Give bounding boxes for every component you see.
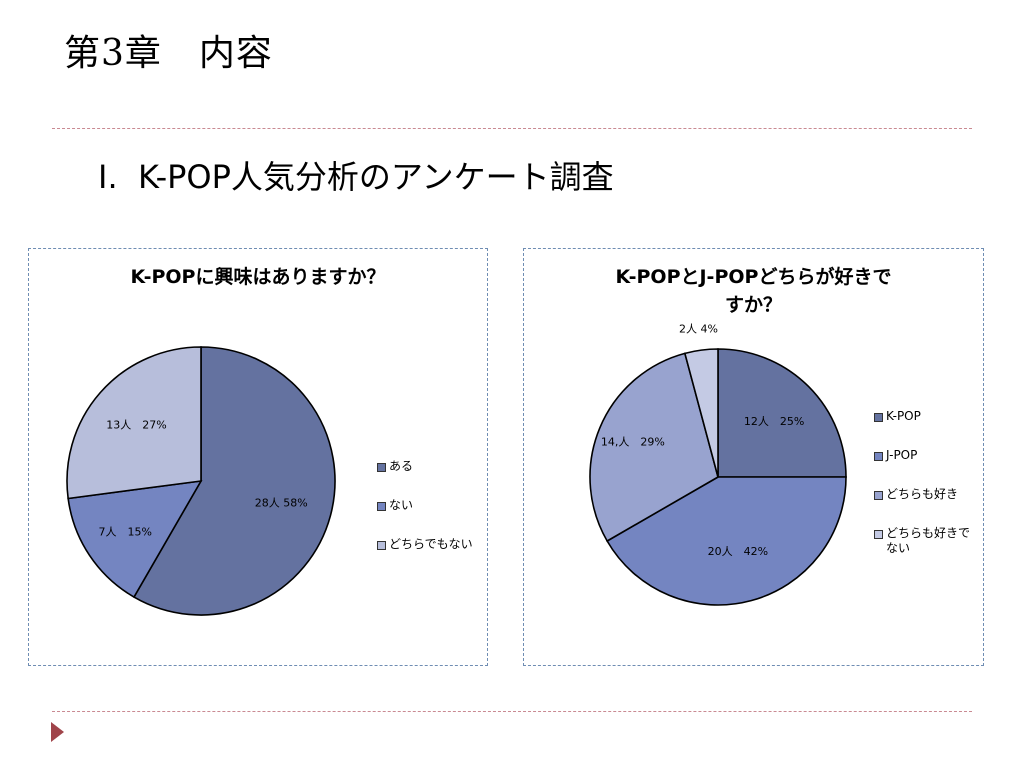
- pie-slice-label: 12人 25%: [744, 415, 804, 428]
- legend-item-both: どちらも好き: [874, 487, 970, 502]
- slide-title: 第3章 内容: [64, 33, 273, 74]
- pie-slice: [66, 346, 202, 500]
- next-slide-arrow-icon[interactable]: [51, 722, 64, 742]
- legend-item-aru: ある: [377, 459, 473, 474]
- legend-label: ある: [389, 459, 414, 473]
- legend-swatch: [874, 530, 883, 539]
- legend: ある ない どちらでもない: [377, 459, 473, 576]
- legend-label: ない: [389, 498, 414, 512]
- pie-slice-label: 28人 58%: [255, 497, 308, 510]
- legend-item-jpop: J-POP: [874, 448, 970, 463]
- pie-slice: [717, 348, 847, 478]
- pie-slice: [67, 479, 203, 599]
- pie-slice-label: 14,人 29%: [601, 436, 665, 449]
- legend-swatch: [377, 541, 386, 550]
- pie-slice: [132, 346, 336, 616]
- chart-preference: K-POPとJ-POPどちらが好きで すか？ 12人 25% 20人 42% 14,…: [523, 248, 984, 666]
- chart-title-line-2: すか？: [724, 294, 782, 316]
- legend-swatch: [874, 491, 883, 500]
- legend-label: どちらでもない: [389, 537, 473, 551]
- pie-slice-label: 20人 42%: [708, 545, 768, 558]
- pie-chart-interest: 28人 58% 7人 15% 13人 27%: [66, 346, 336, 616]
- legend-label-line-2: ない: [886, 541, 911, 555]
- legend: K-POP J-POP どちらも好き どちらも好きで ない: [874, 409, 970, 580]
- pie-slice-label: 2人 4%: [679, 323, 718, 336]
- legend-item-kpop: K-POP: [874, 409, 970, 424]
- bottom-divider: [52, 711, 972, 712]
- legend-swatch: [377, 463, 386, 472]
- pie-slice: [683, 348, 719, 478]
- legend-item-neither: どちらも好きで ない: [874, 526, 970, 556]
- legend-swatch: [874, 413, 883, 422]
- legend-label-line-1: どちらも好きで: [886, 526, 971, 540]
- pie-slice-label: 13人 27%: [106, 418, 166, 431]
- legend-swatch: [874, 452, 883, 461]
- legend-item-nai: ない: [377, 498, 473, 513]
- legend-label: J-POP: [886, 448, 918, 462]
- chart-interest: K-POPに興味はありますか？ 28人 58% 7人 15% 13人 27% ある …: [28, 248, 488, 666]
- pie-chart-preference: 12人 25% 20人 42% 14,人 29% 2人 4%: [589, 323, 847, 606]
- pie-slice-label: 7人 15%: [99, 526, 152, 539]
- chart-title-line-1: K-POPとJ-POPどちらが好きで: [615, 266, 892, 288]
- chart-title: K-POPに興味はありますか？: [130, 266, 386, 288]
- pie-slice: [606, 476, 847, 606]
- top-divider: [52, 128, 972, 129]
- legend-swatch: [377, 502, 386, 511]
- legend-label: どちらも好きで ない: [886, 526, 970, 556]
- chart-title: K-POPとJ-POPどちらが好きで すか？: [524, 263, 983, 319]
- legend-item-neither: どちらでもない: [377, 537, 473, 552]
- pie-slice: [589, 352, 719, 543]
- legend-label: K-POP: [886, 409, 921, 423]
- section-heading: I. K-POP人気分析のアンケート調査: [98, 158, 614, 196]
- legend-label: どちらも好き: [886, 487, 959, 501]
